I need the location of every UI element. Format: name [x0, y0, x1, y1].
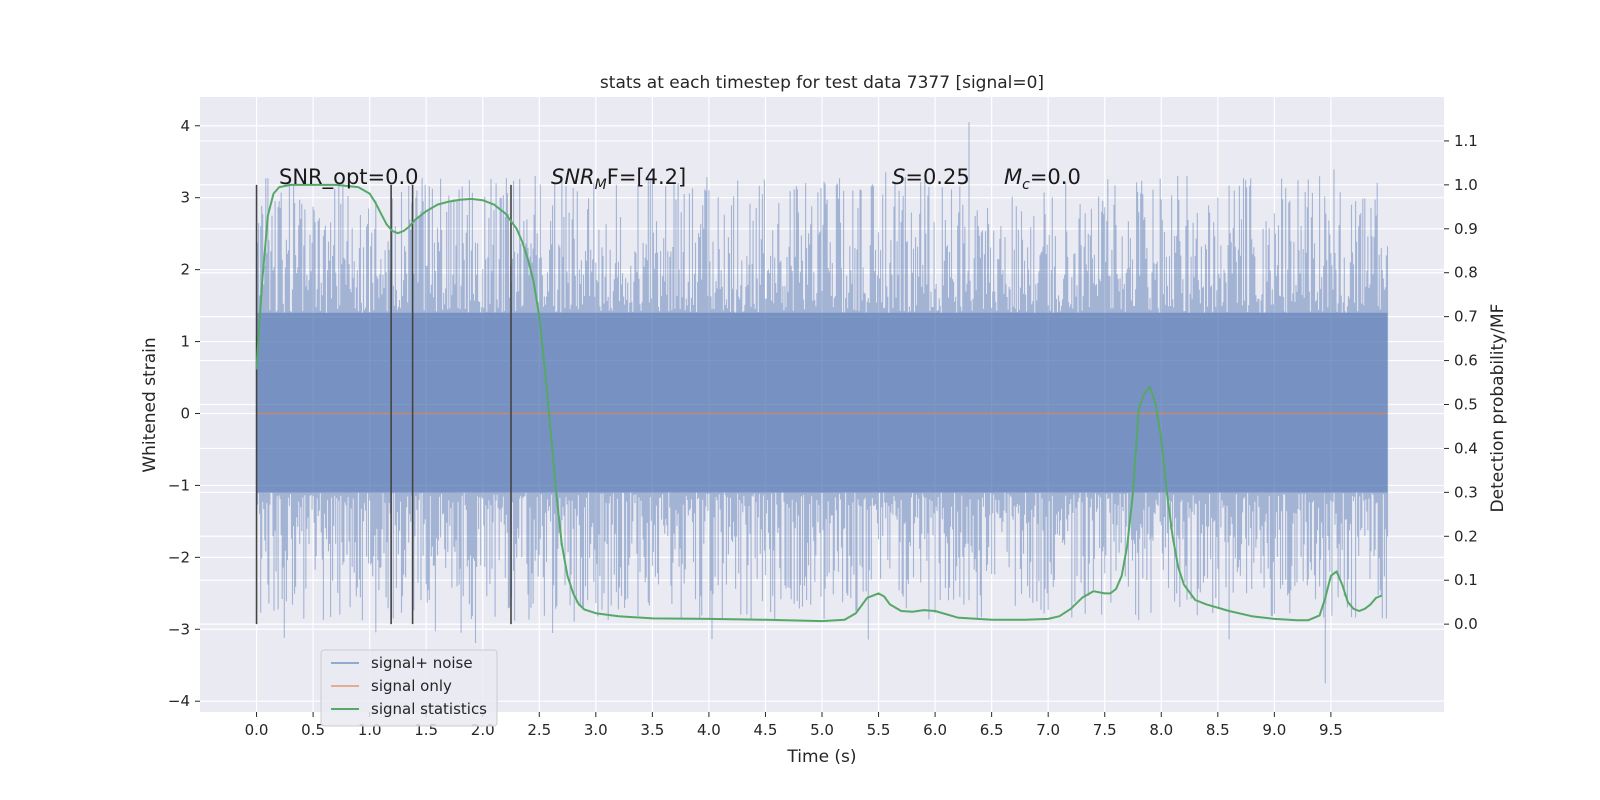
axis-ticks: 0.0 0.5 1.0 1.5 2.0 2.5 3.0 3.5 4.0 4.5 5.0 5.5 6.0 6…	[168, 117, 1478, 739]
legend-label-signal-only: signal only	[371, 677, 452, 695]
y-tick-label-right: 0.6	[1454, 352, 1478, 370]
annotation-mc-main: M	[1004, 165, 1022, 189]
legend-label-signal-noise: signal+ noise	[371, 654, 473, 672]
annotation-snr-mf-sub: M	[595, 177, 607, 193]
y-tick-label-right: 0.2	[1454, 527, 1478, 545]
x-tick-label: 0.5	[301, 721, 325, 739]
x-tick-label: 5.5	[867, 721, 891, 739]
chart-title: stats at each timestep for test data 737…	[600, 73, 1044, 93]
annotation-mc-sub: c	[1022, 177, 1030, 193]
y-tick-label-right: 0.8	[1454, 264, 1478, 282]
legend-box	[320, 649, 498, 727]
y-tick-label-right: 0.5	[1454, 396, 1478, 414]
y-tick-label-right: 0.4	[1454, 439, 1478, 457]
y-tick-label-right: 0.3	[1454, 483, 1478, 501]
legend-label-signal-statistics: signal statistics	[371, 700, 487, 718]
y-tick-label-left: 3	[180, 189, 190, 207]
x-tick-label: 9.5	[1319, 721, 1343, 739]
annotation-s: S=0.25	[892, 165, 970, 189]
y-axis-label-left: Whitened strain	[140, 337, 160, 472]
noise-dense-band	[256, 312, 1388, 493]
y-tick-label-left: 2	[180, 261, 190, 279]
y-tick-label-left: 0	[180, 404, 190, 422]
annotation-snr-mf-main: SNR	[551, 165, 595, 189]
signal-statistics-line	[255, 183, 1383, 623]
y-tick-label-left: 4	[180, 117, 190, 135]
y-axis-label-right: Detection probability/MF	[1488, 304, 1508, 513]
y-tick-label-left: −3	[168, 620, 190, 638]
annotation-mc: Mc=0.0	[1004, 165, 1081, 193]
annotation-snr-mf: SNRMF=[4.2]	[551, 165, 686, 193]
signal-noise-series	[255, 122, 1389, 684]
annotation-s-rest: =0.25	[905, 165, 969, 189]
x-tick-label: 3.5	[640, 721, 664, 739]
y-tick-label-right: 0.7	[1454, 308, 1478, 326]
y-tick-label-right: 0.1	[1454, 571, 1478, 589]
x-tick-label: 7.0	[1036, 721, 1060, 739]
x-tick-label: 6.5	[980, 721, 1004, 739]
annotation-mc-rest: =0.0	[1030, 165, 1081, 189]
y-tick-label-left: −1	[168, 476, 190, 494]
x-tick-label: 9.0	[1262, 721, 1286, 739]
legend: signal+ noise signal only signal statist…	[320, 649, 498, 727]
y-tick-label-right: 1.0	[1454, 176, 1478, 194]
x-tick-label: 2.5	[527, 721, 551, 739]
x-tick-label: 8.0	[1149, 721, 1173, 739]
x-tick-label: 0.0	[245, 721, 269, 739]
x-tick-label: 4.5	[754, 721, 778, 739]
x-axis-label: Time (s)	[786, 747, 856, 767]
y-tick-label-right: 1.1	[1454, 132, 1478, 150]
x-tick-label: 6.0	[923, 721, 947, 739]
x-tick-label: 8.5	[1206, 721, 1230, 739]
annotation-snr-opt: SNR_opt=0.0	[279, 165, 419, 190]
vertical-markers	[255, 184, 512, 625]
x-tick-label: 3.0	[584, 721, 608, 739]
y-tick-label-right: 0.0	[1454, 615, 1478, 633]
x-tick-label: 7.5	[1093, 721, 1117, 739]
x-tick-label: 5.0	[810, 721, 834, 739]
signal-statistics-series	[255, 183, 1383, 623]
x-tick-label: 4.0	[697, 721, 721, 739]
annotation-s-main: S	[892, 165, 905, 189]
annotation-snr-mf-rest: F=[4.2]	[607, 165, 686, 189]
y-tick-label-left: 1	[180, 333, 190, 351]
y-tick-label-left: −2	[168, 548, 190, 566]
y-tick-label-left: −4	[168, 692, 190, 710]
y-tick-label-right: 0.9	[1454, 220, 1478, 238]
